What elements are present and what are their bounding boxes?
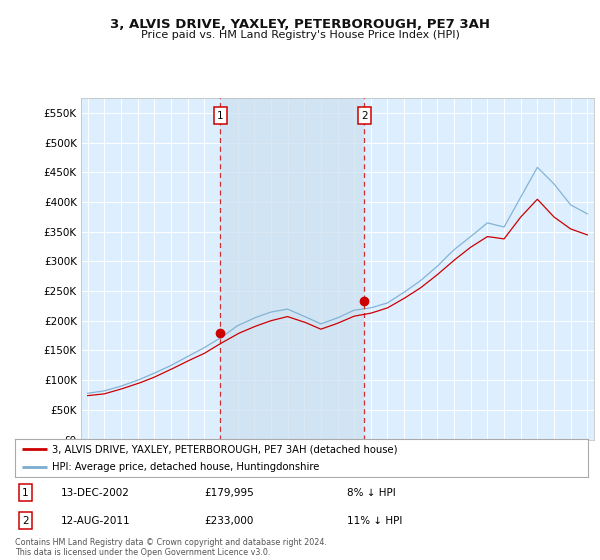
Text: 2: 2 xyxy=(361,111,368,121)
Text: 3, ALVIS DRIVE, YAXLEY, PETERBOROUGH, PE7 3AH: 3, ALVIS DRIVE, YAXLEY, PETERBOROUGH, PE… xyxy=(110,17,490,31)
Bar xyxy=(220,98,364,440)
Text: 1: 1 xyxy=(217,111,224,121)
Text: Price paid vs. HM Land Registry's House Price Index (HPI): Price paid vs. HM Land Registry's House … xyxy=(140,30,460,40)
Text: £233,000: £233,000 xyxy=(204,516,253,526)
Text: HPI: Average price, detached house, Huntingdonshire: HPI: Average price, detached house, Hunt… xyxy=(52,462,320,472)
Text: 1: 1 xyxy=(22,488,29,498)
Text: 13-DEC-2002: 13-DEC-2002 xyxy=(61,488,130,498)
Text: 3, ALVIS DRIVE, YAXLEY, PETERBOROUGH, PE7 3AH (detached house): 3, ALVIS DRIVE, YAXLEY, PETERBOROUGH, PE… xyxy=(52,444,398,454)
Text: 11% ↓ HPI: 11% ↓ HPI xyxy=(347,516,403,526)
Text: 12-AUG-2011: 12-AUG-2011 xyxy=(61,516,130,526)
Text: Contains HM Land Registry data © Crown copyright and database right 2024.
This d: Contains HM Land Registry data © Crown c… xyxy=(15,538,327,557)
Text: £179,995: £179,995 xyxy=(204,488,254,498)
Text: 8% ↓ HPI: 8% ↓ HPI xyxy=(347,488,396,498)
Text: 2: 2 xyxy=(22,516,29,526)
